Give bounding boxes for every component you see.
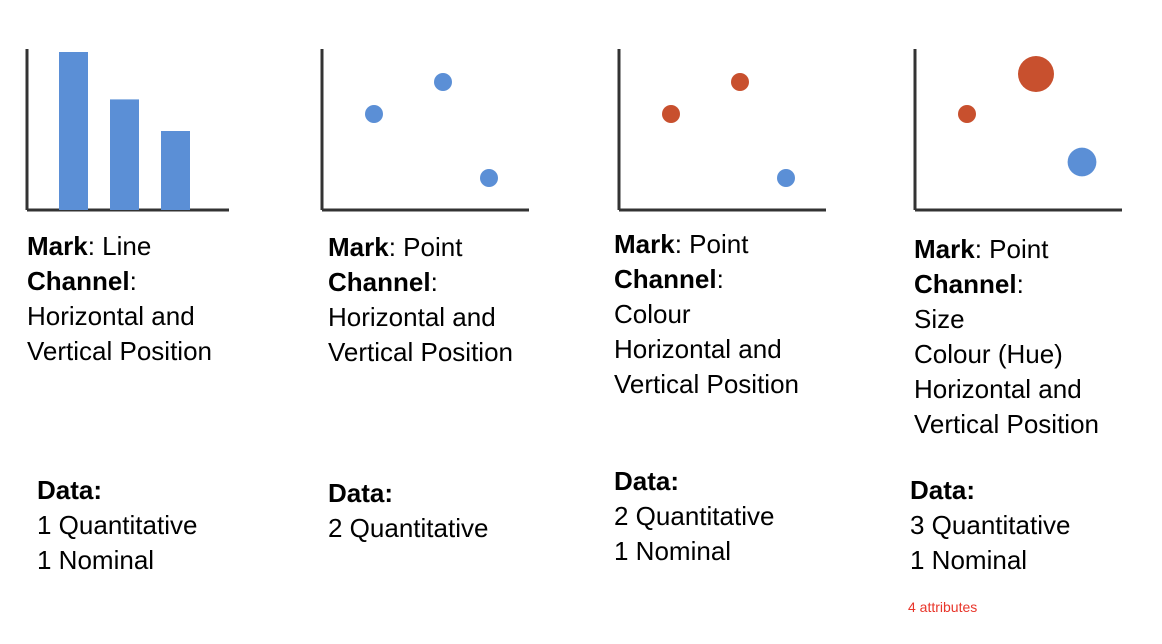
data-block-2: Data: 2 Quantitative xyxy=(328,476,488,546)
channel-label: Channel xyxy=(914,269,1017,299)
mark-value: : Point xyxy=(674,229,749,259)
channel-line: Horizontal and xyxy=(614,334,782,364)
channel-colon: : xyxy=(716,264,724,294)
scatter-point xyxy=(1067,147,1097,177)
data-title: Data: xyxy=(614,466,680,496)
channel-line: Horizontal and xyxy=(328,302,496,332)
channel-label: Channel xyxy=(614,264,717,294)
scatter-point xyxy=(365,105,383,123)
channel-line: Vertical Position xyxy=(27,336,212,366)
channel-line: Vertical Position xyxy=(328,337,513,367)
channel-line: Horizontal and xyxy=(914,374,1082,404)
channel-line: Horizontal and xyxy=(27,301,195,331)
data-title: Data: xyxy=(328,478,394,508)
mark-label: Mark xyxy=(914,234,975,264)
data-title: Data: xyxy=(37,475,103,505)
attributes-note: 4 attributes xyxy=(908,599,978,615)
mark-value: : Point xyxy=(388,232,463,262)
channel-line: Colour (Hue) xyxy=(914,339,1063,369)
data-line: 1 Nominal xyxy=(37,545,155,575)
scatter-point xyxy=(777,169,795,187)
data-line: 3 Quantitative xyxy=(910,510,1071,540)
data-line: 1 Nominal xyxy=(910,545,1028,575)
scatter-point xyxy=(434,73,452,91)
scatter-point xyxy=(1018,56,1054,92)
data-block-3: Data: 2 Quantitative 1 Nominal xyxy=(614,464,774,569)
mark-value: : Line xyxy=(87,231,152,261)
channel-colon: : xyxy=(430,267,438,297)
channel-label: Channel xyxy=(27,266,130,296)
bar xyxy=(59,52,88,210)
channel-line: Vertical Position xyxy=(614,369,799,399)
chart-3 xyxy=(617,49,826,212)
description-4: Mark: Point Channel: Size Colour (Hue) H… xyxy=(914,232,1099,442)
channel-colon: : xyxy=(1016,269,1024,299)
mark-label: Mark xyxy=(27,231,88,261)
channel-line: Size xyxy=(914,304,965,334)
scatter-point xyxy=(662,105,680,123)
data-title: Data: xyxy=(910,475,976,505)
data-line: 2 Quantitative xyxy=(614,501,775,531)
bar xyxy=(161,131,190,210)
data-line: 2 Quantitative xyxy=(328,513,489,543)
channel-label: Channel xyxy=(328,267,431,297)
chart-4 xyxy=(913,49,1122,212)
scatter-point xyxy=(958,105,976,123)
scatter-point xyxy=(731,73,749,91)
mark-label: Mark xyxy=(328,232,389,262)
mark-label: Mark xyxy=(614,229,675,259)
data-line: 1 Nominal xyxy=(614,536,732,566)
description-1: Mark: Line Channel: Horizontal and Verti… xyxy=(27,229,212,369)
channel-line: Colour xyxy=(614,299,691,329)
data-line: 1 Quantitative xyxy=(37,510,198,540)
data-block-4: Data: 3 Quantitative 1 Nominal xyxy=(910,473,1070,578)
channel-colon: : xyxy=(129,266,137,296)
chart-1 xyxy=(25,49,229,212)
scatter-point xyxy=(480,169,498,187)
channel-line: Vertical Position xyxy=(914,409,1099,439)
data-block-1: Data: 1 Quantitative 1 Nominal xyxy=(37,473,197,578)
description-3: Mark: Point Channel: Colour Horizontal a… xyxy=(614,227,799,402)
bar xyxy=(110,99,139,210)
chart-2 xyxy=(320,49,529,212)
description-2: Mark: Point Channel: Horizontal and Vert… xyxy=(328,230,513,370)
mark-value: : Point xyxy=(974,234,1049,264)
